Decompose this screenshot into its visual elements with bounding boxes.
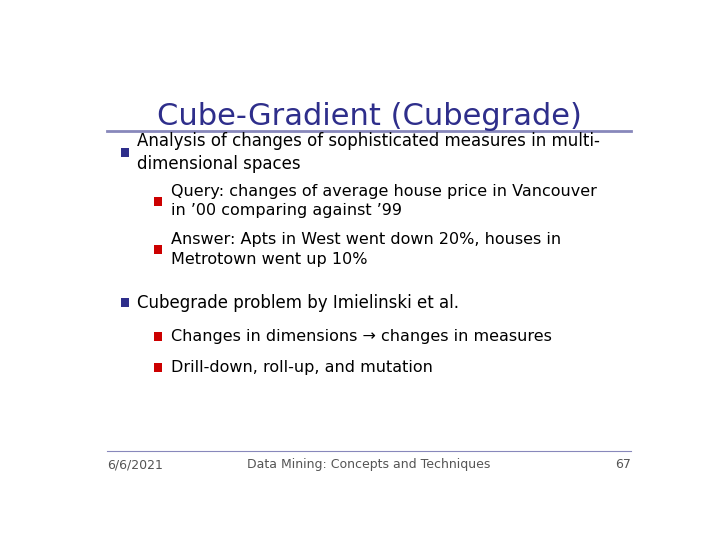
- Text: Cube-Gradient (Cubegrade): Cube-Gradient (Cubegrade): [156, 102, 582, 131]
- Text: 67: 67: [616, 458, 631, 471]
- Text: Analysis of changes of sophisticated measures in multi-
dimensional spaces: Analysis of changes of sophisticated mea…: [138, 132, 600, 173]
- Text: Cubegrade problem by Imielinski et al.: Cubegrade problem by Imielinski et al.: [138, 294, 459, 312]
- Text: 6/6/2021: 6/6/2021: [107, 458, 163, 471]
- Text: Data Mining: Concepts and Techniques: Data Mining: Concepts and Techniques: [247, 458, 491, 471]
- Bar: [154, 332, 162, 341]
- Bar: [154, 245, 162, 254]
- Text: Answer: Apts in West went down 20%, houses in
Metrotown went up 10%: Answer: Apts in West went down 20%, hous…: [171, 232, 561, 267]
- Text: Query: changes of average house price in Vancouver
in ’00 comparing against ’99: Query: changes of average house price in…: [171, 184, 597, 218]
- Bar: [121, 147, 128, 157]
- Text: Drill-down, roll-up, and mutation: Drill-down, roll-up, and mutation: [171, 360, 433, 375]
- Bar: [154, 363, 162, 372]
- Bar: [121, 298, 128, 307]
- Bar: [154, 197, 162, 206]
- Text: Changes in dimensions → changes in measures: Changes in dimensions → changes in measu…: [171, 329, 552, 344]
